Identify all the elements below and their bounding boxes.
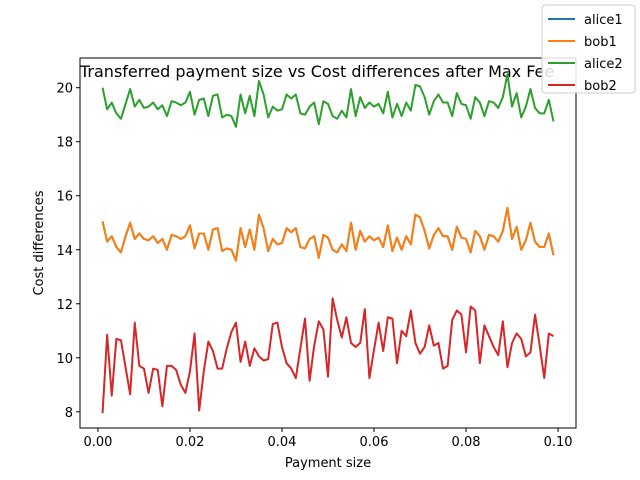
legend-label-bob2: bob2 bbox=[584, 79, 617, 94]
x-tick-label: 0.08 bbox=[452, 435, 481, 450]
y-tick-label: 12 bbox=[56, 298, 73, 313]
y-tick-label: 14 bbox=[56, 244, 73, 259]
y-tick-label: 18 bbox=[56, 136, 73, 151]
legend-box bbox=[541, 4, 636, 94]
series-line-alice2 bbox=[101, 73, 555, 128]
y-axis: 8 10 12 14 16 18 20 bbox=[56, 82, 80, 421]
x-tick-label: 0.06 bbox=[360, 435, 389, 450]
legend-label-alice1: alice1 bbox=[584, 13, 623, 28]
x-axis: 0.00 0.02 0.04 0.06 0.08 0.10 bbox=[83, 428, 573, 450]
chart-title: Transferred payment size vs Cost differe… bbox=[79, 62, 554, 81]
x-tick-label: 0.02 bbox=[175, 435, 204, 450]
y-tick-label: 16 bbox=[56, 190, 73, 205]
series-line-bob2 bbox=[101, 297, 554, 414]
legend-label-alice2: alice2 bbox=[584, 57, 623, 72]
legend-label-bob1: bob1 bbox=[584, 35, 617, 50]
series-line-bob1 bbox=[101, 206, 555, 262]
y-tick-label: 10 bbox=[56, 352, 73, 367]
x-tick-label: 0.04 bbox=[268, 435, 297, 450]
y-tick-label: 8 bbox=[65, 406, 73, 421]
y-axis-label: Cost differences bbox=[32, 190, 47, 295]
x-axis-label: Payment size bbox=[285, 456, 371, 471]
x-tick-label: 0.10 bbox=[544, 435, 573, 450]
plot-frame bbox=[79, 57, 577, 429]
y-tick-label: 20 bbox=[56, 82, 73, 97]
series-layer bbox=[101, 73, 555, 414]
x-tick-label: 0.00 bbox=[83, 435, 112, 450]
legend: alice1 bob1 alice2 bob2 bbox=[541, 4, 636, 94]
